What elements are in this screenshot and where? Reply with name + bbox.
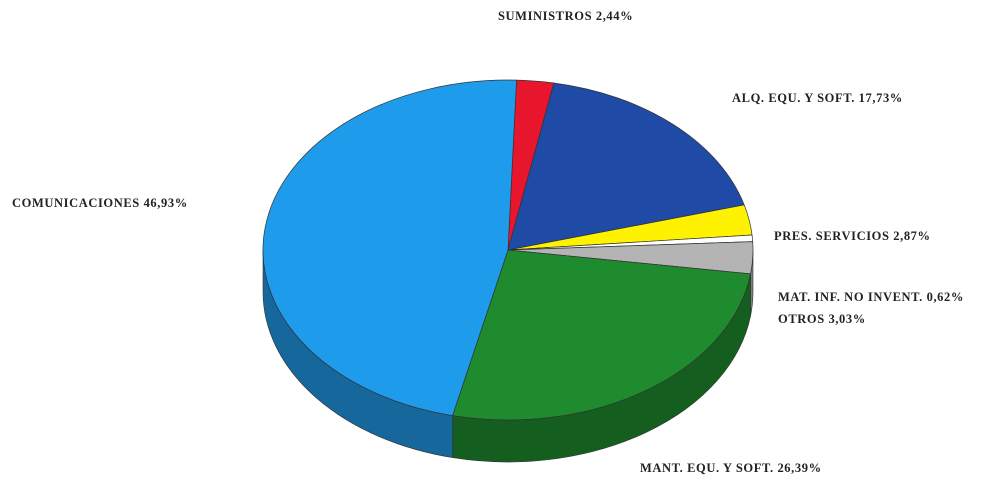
slice-comunicaciones — [262, 79, 517, 416]
slice-mant-equ-y-soft — [452, 249, 751, 421]
label-alq-equ-soft: ALQ. EQU. Y SOFT. 17,73% — [732, 91, 903, 105]
slice-alq-equ-y-soft — [507, 82, 745, 251]
slice-labels: SUMINISTROS 2,44% ALQ. EQU. Y SOFT. 17,7… — [12, 9, 964, 475]
label-suministros: SUMINISTROS 2,44% — [498, 9, 633, 23]
pie-top — [262, 79, 754, 421]
label-pres-servicios: PRES. SERVICIOS 2,87% — [774, 229, 931, 243]
label-mat-inf-no-invent: MAT. INF. NO INVENT. 0,62% — [778, 290, 964, 304]
label-mant-equ-soft: MANT. EQU. Y SOFT. 26,39% — [640, 461, 822, 475]
label-comunicaciones: COMUNICACIONES 46,93% — [12, 196, 188, 210]
label-otros: OTROS 3,03% — [778, 312, 866, 326]
